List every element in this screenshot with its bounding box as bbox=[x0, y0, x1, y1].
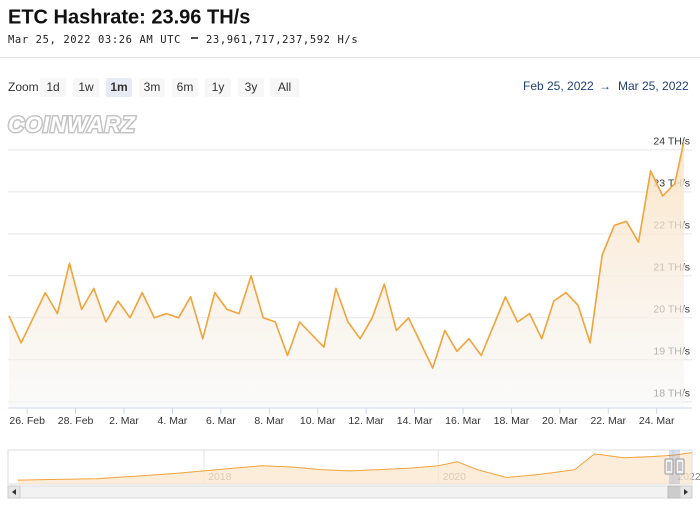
page-title: ETC Hashrate: 23.96 TH/s bbox=[8, 6, 250, 28]
x-tick-label: 20. Mar bbox=[542, 415, 578, 427]
range-from: Feb 25, 2022 bbox=[523, 79, 594, 93]
navigator-handle[interactable] bbox=[664, 458, 674, 475]
scrollbar bbox=[7, 485, 693, 499]
y-tick-label: 24 TH/s bbox=[653, 136, 690, 148]
navigator: 201820202022 bbox=[7, 449, 700, 485]
series-area bbox=[9, 141, 684, 408]
scrollbar-track bbox=[7, 485, 693, 499]
zoom-button-label[interactable]: 1d bbox=[46, 80, 59, 94]
zoom-button[interactable] bbox=[73, 78, 99, 97]
x-tick-label: 28. Feb bbox=[58, 415, 94, 427]
zoom-button[interactable] bbox=[205, 78, 231, 97]
zoom-button-label[interactable]: 1m bbox=[110, 80, 127, 94]
scroll-left-arrow bbox=[12, 489, 16, 495]
watermark: COINWARZ bbox=[8, 112, 136, 137]
main-chart: 18 TH/s19 TH/s20 TH/s21 TH/s22 TH/s23 TH… bbox=[8, 136, 692, 427]
zoom-button-label[interactable]: 3m bbox=[144, 80, 161, 94]
zoom-button[interactable] bbox=[270, 78, 299, 97]
x-tick-label: 4. Mar bbox=[158, 415, 188, 427]
x-tick-label: 22. Mar bbox=[590, 415, 626, 427]
timestamp: Mar 25, 2022 03:26 AM UTC bbox=[8, 34, 181, 46]
zoom-button-label[interactable]: 6m bbox=[177, 80, 194, 94]
zoom-button[interactable] bbox=[106, 78, 132, 97]
zoom-buttons: 1d 1w 1m 3m 6m 1y 3y All bbox=[40, 78, 299, 97]
zoom-button[interactable] bbox=[172, 78, 198, 97]
scroll-right-arrow bbox=[684, 489, 688, 495]
hashrate-hs: 23,961,717,237,592 H/s bbox=[206, 34, 358, 46]
series-line bbox=[8, 141, 685, 369]
zoom-button-label[interactable]: All bbox=[278, 80, 291, 94]
zoom-button[interactable] bbox=[238, 78, 264, 97]
x-tick-label: 18. Mar bbox=[494, 415, 530, 427]
zoom-button-label[interactable]: 1y bbox=[212, 80, 225, 94]
range-arrow: → bbox=[599, 79, 611, 93]
navigator-handle[interactable] bbox=[675, 458, 685, 475]
x-tick-label: 26. Feb bbox=[9, 415, 45, 427]
x-tick-label: 12. Mar bbox=[348, 415, 384, 427]
zoom-label: Zoom bbox=[8, 80, 39, 94]
series-line bbox=[17, 452, 693, 481]
zoom-button-label[interactable]: 3y bbox=[245, 80, 258, 94]
x-tick-label: 14. Mar bbox=[397, 415, 433, 427]
x-tick-label: 24. Mar bbox=[639, 415, 675, 427]
range-to: Mar 25, 2022 bbox=[618, 79, 689, 93]
x-tick-label: 16. Mar bbox=[445, 415, 481, 427]
x-tick-label: 8. Mar bbox=[254, 415, 284, 427]
x-tick-label: 10. Mar bbox=[300, 415, 336, 427]
x-tick-label: 6. Mar bbox=[206, 415, 236, 427]
zoom-button-label[interactable]: 1w bbox=[78, 80, 94, 94]
navigator-selection bbox=[669, 450, 680, 484]
scroll-thumb[interactable] bbox=[667, 485, 681, 499]
x-tick-label: 2. Mar bbox=[109, 415, 139, 427]
header-divider bbox=[0, 57, 700, 58]
zoom-button[interactable] bbox=[139, 78, 165, 97]
zoom-button[interactable] bbox=[40, 78, 66, 97]
